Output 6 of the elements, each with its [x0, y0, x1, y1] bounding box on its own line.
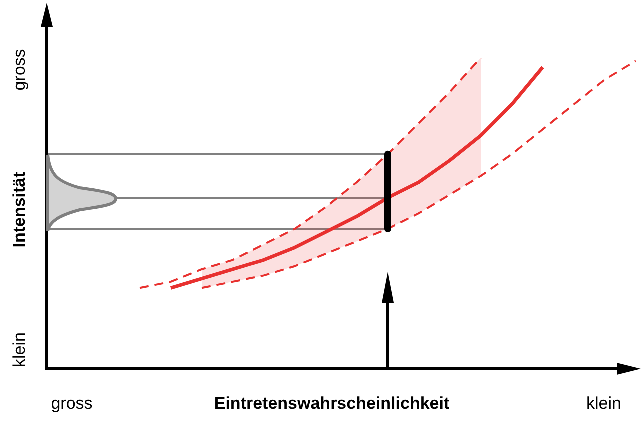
x-axis-title: Eintretenswahrscheinlichkeit — [214, 394, 450, 414]
text: klein — [10, 332, 30, 368]
text: klein — [586, 394, 622, 414]
text: gross — [51, 394, 93, 414]
y-axis-title: Intensität — [10, 172, 30, 248]
text: gross — [10, 49, 30, 91]
